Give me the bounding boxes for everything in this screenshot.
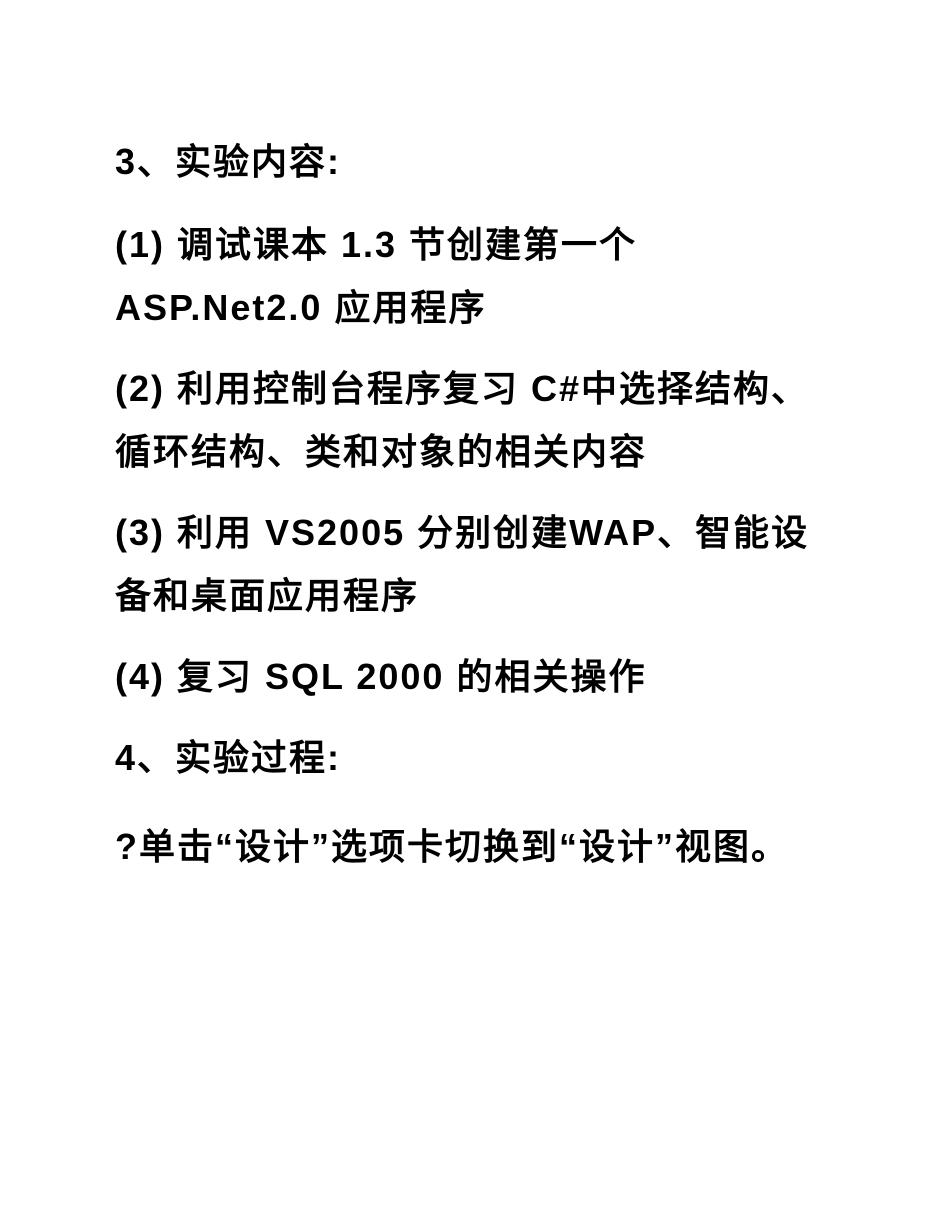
section-4-heading: 4、实验过程: bbox=[115, 726, 835, 791]
document-body: 3、实验内容: (1) 调试课本 1.3 节创建第一个ASP.Net2.0 应用… bbox=[115, 130, 835, 884]
list-item-2: (2) 利用控制台程序复习 C#中选择结构、循环结构、类和对象的相关内容 bbox=[115, 357, 835, 483]
list-item-4: (4) 复习 SQL 2000 的相关操作 bbox=[115, 645, 835, 708]
section-3-heading: 3、实验内容: bbox=[115, 130, 835, 195]
step-1: ?单击“设计”选项卡切换到“设计”视图。 bbox=[115, 809, 835, 885]
list-item-1: (1) 调试课本 1.3 节创建第一个ASP.Net2.0 应用程序 bbox=[115, 213, 835, 339]
list-item-3: (3) 利用 VS2005 分别创建WAP、智能设备和桌面应用程序 bbox=[115, 501, 835, 627]
